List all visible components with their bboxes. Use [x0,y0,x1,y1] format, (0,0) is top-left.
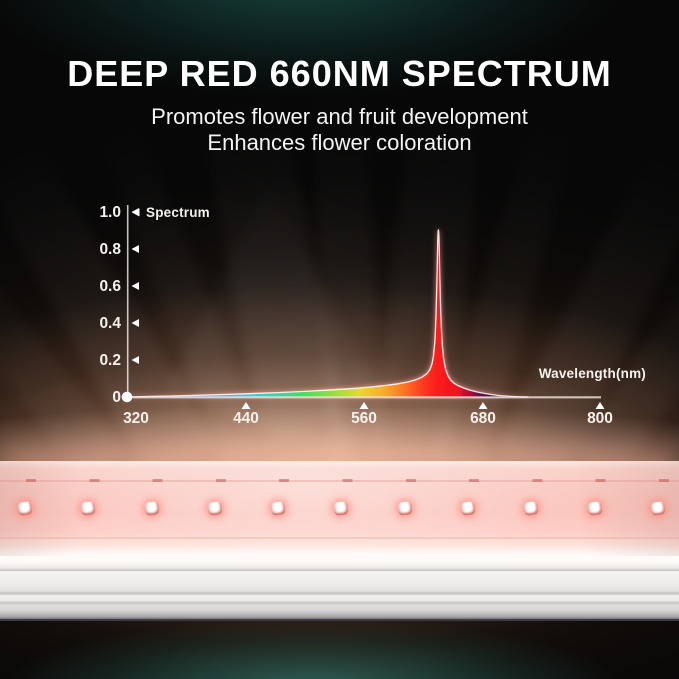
y-axis-title: Spectrum [146,205,210,220]
axes [121,205,601,403]
led-chip [586,501,603,516]
subtitle-line-1: Promotes flower and fruit development [151,104,528,129]
x-tick-label: 440 [233,410,259,427]
bar-seam-dashes [0,479,679,482]
bar-diffuser [0,461,679,556]
led-chip [80,501,97,516]
led-chip [143,501,160,516]
y-tick-arrow [131,356,139,364]
origin-dot [121,391,133,403]
x-tick-arrow [241,402,251,409]
x-tick-label: 680 [470,410,496,427]
spectrum-outline [126,229,529,398]
y-tick-arrow [131,319,139,327]
y-tick-label: 0.2 [99,352,121,369]
x-tick-label: 800 [587,410,613,427]
led-chip [207,501,223,516]
bar-seam [0,537,679,539]
spectrum-area [127,229,528,397]
y-tick-label: 0.6 [99,278,121,295]
led-chip [460,501,476,516]
x-tick-label: 320 [123,410,149,427]
y-tick-label: 0.8 [99,241,121,258]
y-ticks: 1.0 0.8 0.6 0.4 0.2 0 [99,204,139,406]
x-axis-title: Wavelength(nm) [539,366,646,381]
x-tick-arrow [478,402,488,409]
x-tick-label: 560 [351,410,377,427]
axis-titles: Spectrum Wavelength(nm) [132,205,646,381]
x-ticks: 320 440 560 680 800 [123,402,613,427]
led-chip [17,501,33,516]
header: DEEP RED 660NM SPECTRUM Promotes flower … [0,55,679,156]
led-chip [396,501,413,516]
y-tick-arrow [131,245,139,253]
bar-lower-lip [0,556,679,571]
led-chip [270,501,287,516]
subtitle: Promotes flower and fruit development En… [0,104,679,156]
x-tick-arrow [359,402,369,409]
subtitle-line-2: Enhances flower coloration [207,130,472,155]
led-grow-light-bar [0,461,679,621]
spectrum-label-arrow [132,208,140,217]
y-tick-label: 0 [112,389,121,406]
bar-top-haze [0,408,679,462]
y-tick-label: 0.4 [99,315,121,332]
y-tick-arrow [131,282,139,290]
led-chip [650,501,666,516]
page-title: DEEP RED 660NM SPECTRUM [67,53,612,94]
x-tick-arrow [595,402,605,409]
spectrum-curve [126,229,529,398]
y-tick-label: 1.0 [99,204,121,221]
spectrum-chart: 1.0 0.8 0.6 0.4 0.2 0 320 440 560 680 80… [99,204,646,427]
led-row [17,501,666,516]
bar-aluminum-housing [0,571,679,621]
led-chip [523,501,540,516]
led-chip [333,501,350,516]
